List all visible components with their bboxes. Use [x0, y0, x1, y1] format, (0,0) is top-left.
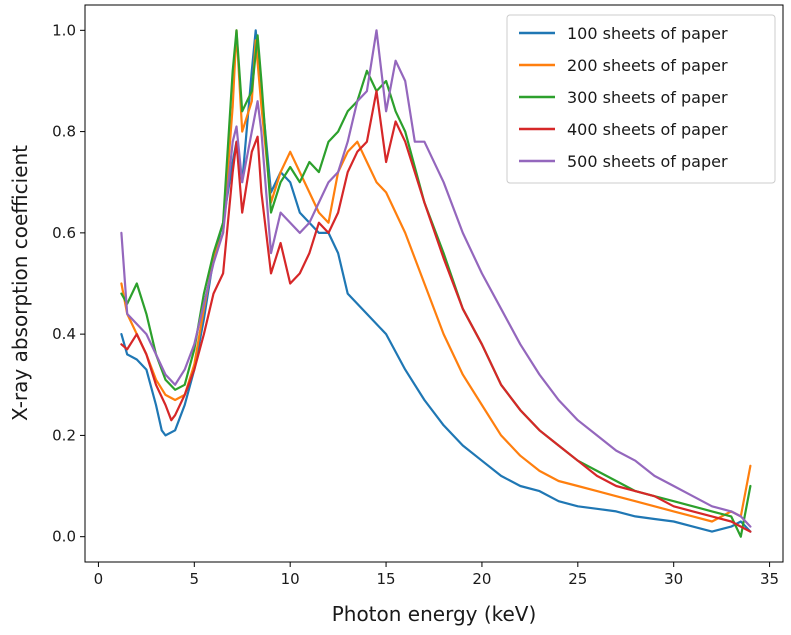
y-axis-label: X-ray absorption coefficient [8, 145, 32, 421]
legend: 100 sheets of paper 200 sheets of paper 30… [506, 14, 776, 184]
y-tick-label: 0.0 [52, 528, 76, 546]
plot-frame [84, 4, 784, 563]
y-tick-label: 1.0 [52, 21, 76, 39]
x-tick-label: 25 [568, 570, 587, 588]
legend-label-1: 100 sheets of paper [567, 24, 728, 43]
x-tick-label: 0 [94, 570, 104, 588]
legend-label-5: 500 sheets of paper [567, 152, 728, 171]
x-tick-label: 5 [190, 570, 200, 588]
y-tick-label: 0.8 [52, 123, 76, 141]
x-tick-label: 30 [664, 570, 683, 588]
series-line-5 [120, 29, 752, 528]
legend-box [506, 14, 776, 184]
x-tick-label: 20 [472, 570, 491, 588]
legend-label-4: 400 sheets of paper [567, 120, 728, 139]
x-tick-label: 10 [281, 570, 300, 588]
x-axis: 0 5 10 15 20 25 30 35 [94, 562, 779, 588]
x-axis-label: Photon energy (keV) [332, 602, 537, 626]
y-tick-label: 0.6 [52, 224, 76, 242]
series-line-1 [120, 29, 752, 533]
y-tick-label: 0.2 [52, 426, 76, 444]
x-tick-label: 15 [377, 570, 396, 588]
y-tick-label: 0.4 [52, 325, 76, 343]
series-layer [120, 29, 752, 538]
legend-label-2: 200 sheets of paper [567, 56, 728, 75]
x-tick-label: 35 [760, 570, 779, 588]
series-line-4 [120, 89, 752, 533]
legend-label-3: 300 sheets of paper [567, 88, 728, 107]
y-axis: 0.0 0.2 0.4 0.6 0.8 1.0 [52, 21, 85, 546]
